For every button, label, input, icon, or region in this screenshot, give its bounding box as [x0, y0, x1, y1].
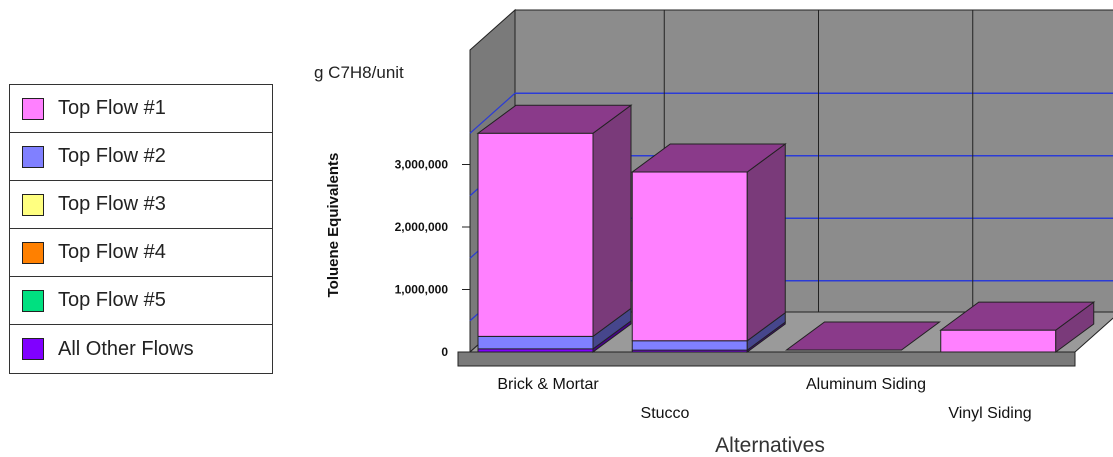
legend-item-top-flow-4: Top Flow #4 — [10, 229, 272, 277]
x-category-label: Vinyl Siding — [948, 405, 1031, 422]
bar-stucco — [630, 143, 787, 353]
bar-segment-top-flow-1 — [631, 171, 748, 342]
legend-swatch — [22, 241, 44, 264]
bar-segment-top-flow-2 — [631, 340, 748, 351]
x-categories: Brick & Mortar Stucco Aluminum Siding Vinyl… — [497, 376, 1031, 422]
bar-top-top-flow-1 — [939, 301, 1096, 331]
bar-aluminum-siding — [784, 321, 942, 351]
legend-label: Top Flow #4 — [58, 241, 166, 263]
bar-side-top-flow-1 — [592, 104, 632, 338]
x-category-label: Brick & Mortar — [497, 376, 599, 393]
legend-item-top-flow-5: Top Flow #5 — [10, 277, 272, 325]
floor-front-edge — [457, 351, 1076, 367]
legend-swatch — [22, 193, 44, 216]
y-tick-label: 2,000,000 — [395, 220, 449, 234]
legend-swatch — [22, 289, 44, 312]
legend-item-all-other-flows: All Other Flows — [10, 325, 272, 373]
y-ticks: 0 1,000,000 2,000,000 3,000,000 — [395, 158, 470, 359]
bar-brick-mortar — [476, 104, 633, 353]
legend-item-top-flow-1: Top Flow #1 — [10, 85, 272, 133]
unit-label: g C7H8/unit — [314, 63, 404, 82]
legend-swatch — [22, 338, 44, 360]
bar-segment-top-flow-1 — [940, 329, 1057, 353]
legend-item-top-flow-2: Top Flow #2 — [10, 133, 272, 181]
bar-top-aluminum-siding — [784, 321, 942, 351]
legend-swatch — [22, 97, 44, 120]
chart-legend: Top Flow #1 Top Flow #2 Top Flow #3 Top Flo… — [9, 84, 273, 374]
y-tick-label: 0 — [441, 345, 448, 359]
legend-label: Top Flow #3 — [58, 193, 166, 215]
y-axis-label: Toluene Equivalents — [325, 153, 342, 298]
y-tick-label: 3,000,000 — [395, 158, 449, 172]
bar-top-top-flow-1 — [476, 104, 633, 134]
bar-segment-top-flow-2 — [477, 335, 594, 350]
gridline-side — [469, 92, 516, 134]
legend-label: Top Flow #5 — [58, 289, 166, 311]
x-category-label: Aluminum Siding — [806, 376, 926, 393]
y-tick-label: 1,000,000 — [395, 283, 449, 297]
bar-segment-top-flow-1 — [477, 132, 594, 337]
x-category-label: Stucco — [641, 405, 690, 422]
bar-vinyl-siding — [939, 301, 1096, 353]
bars — [476, 104, 1096, 353]
bar-top-top-flow-1 — [630, 143, 787, 173]
legend-label: Top Flow #1 — [58, 97, 166, 119]
legend-item-top-flow-3: Top Flow #3 — [10, 181, 272, 229]
legend-swatch — [22, 145, 44, 168]
x-axis-title: Alternatives — [715, 434, 825, 457]
legend-label: All Other Flows — [58, 337, 194, 360]
bar-side-top-flow-1 — [746, 143, 786, 342]
legend-label: Top Flow #2 — [58, 145, 166, 167]
